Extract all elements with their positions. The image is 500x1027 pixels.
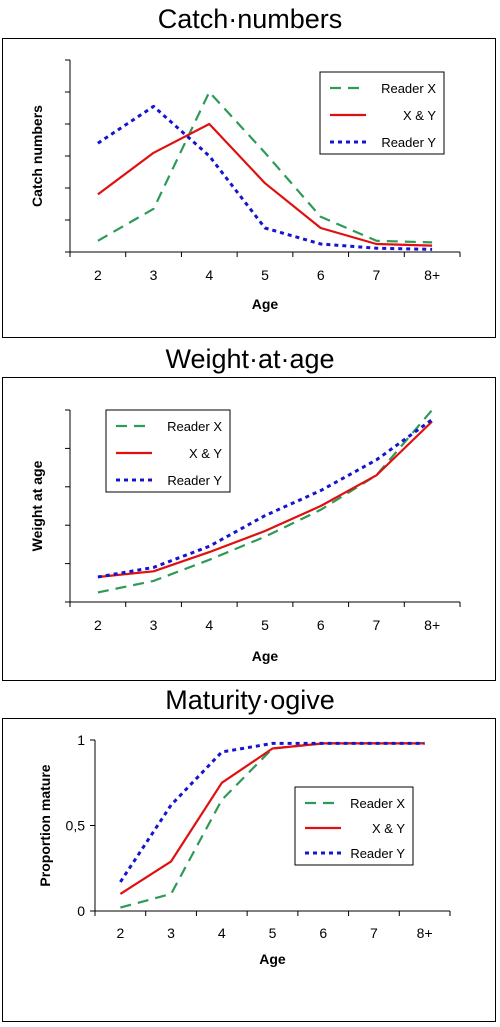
x-tick-label: 2 [94, 267, 102, 283]
y-axis-label: Catch numbers [29, 105, 45, 207]
y-tick-label: 1 [77, 732, 85, 748]
weight-at-age-frame [2, 377, 496, 681]
x-tick-label: 6 [317, 617, 325, 633]
legend-label-reader-y: Reader Y [381, 135, 436, 150]
x-tick-label: 4 [205, 267, 213, 283]
x-tick-label: 5 [261, 267, 269, 283]
legend-label-reader-y: Reader Y [350, 846, 405, 861]
legend: Reader X X & Y Reader Y [319, 71, 445, 155]
y-axis-label: Weight at age [29, 460, 45, 551]
x-axis-label: Age [252, 648, 279, 664]
x-axis-label: Age [259, 951, 286, 967]
maturity-ogive-title: Maturity·ogive [165, 685, 335, 715]
series-line-reader-y [97, 104, 433, 251]
maturity-ogive-frame [2, 718, 496, 1022]
x-tick-label: 6 [317, 267, 325, 283]
legend-label-reader-y: Reader Y [167, 473, 222, 488]
catch-numbers-title: Catch·numbers [157, 4, 343, 34]
series-line-x-and-y [97, 420, 433, 579]
series-line-x-and-y [97, 122, 433, 247]
x-tick-label: 3 [150, 617, 158, 633]
weight-at-age-title: Weight·at·age [165, 344, 335, 374]
series-line-x-and-y [119, 742, 425, 895]
x-tick-label: 7 [373, 267, 381, 283]
series-line-reader-y [119, 741, 425, 883]
x-tick-label: 3 [167, 925, 175, 941]
legend-label-reader-x: Reader X [350, 796, 405, 811]
legend: Reader X X & Y Reader Y [294, 786, 414, 866]
y-tick-label: 0 [77, 903, 85, 919]
x-tick-label: 5 [269, 925, 277, 941]
x-axis-label: Age [252, 296, 279, 312]
x-tick-label: 8+ [424, 617, 440, 633]
series-line-reader-y [97, 418, 433, 579]
legend-label-reader-x: Reader X [381, 81, 436, 96]
y-axis-label: Proportion mature [37, 764, 53, 886]
series-line-reader-x [97, 90, 433, 244]
legend-label-reader-x: Reader X [167, 419, 222, 434]
legend: Reader X X & Y Reader Y [105, 409, 231, 493]
y-tick-label: 0,5 [66, 818, 86, 834]
legend-box [105, 409, 231, 493]
x-tick-label: 2 [116, 925, 124, 941]
legend-box [319, 71, 445, 155]
x-tick-label: 7 [370, 925, 378, 941]
x-tick-label: 8+ [417, 925, 433, 941]
legend-label-x-and-y: X & Y [189, 446, 222, 461]
x-tick-label: 7 [373, 617, 381, 633]
legend-label-x-and-y: X & Y [372, 821, 405, 836]
x-tick-label: 2 [94, 617, 102, 633]
series-line-reader-x [97, 409, 433, 594]
x-tick-label: 4 [218, 925, 226, 941]
x-tick-label: 5 [261, 617, 269, 633]
x-tick-label: 3 [150, 267, 158, 283]
legend-label-x-and-y: X & Y [403, 108, 436, 123]
x-tick-label: 8+ [424, 267, 440, 283]
x-tick-label: 4 [205, 617, 213, 633]
x-tick-label: 6 [319, 925, 327, 941]
